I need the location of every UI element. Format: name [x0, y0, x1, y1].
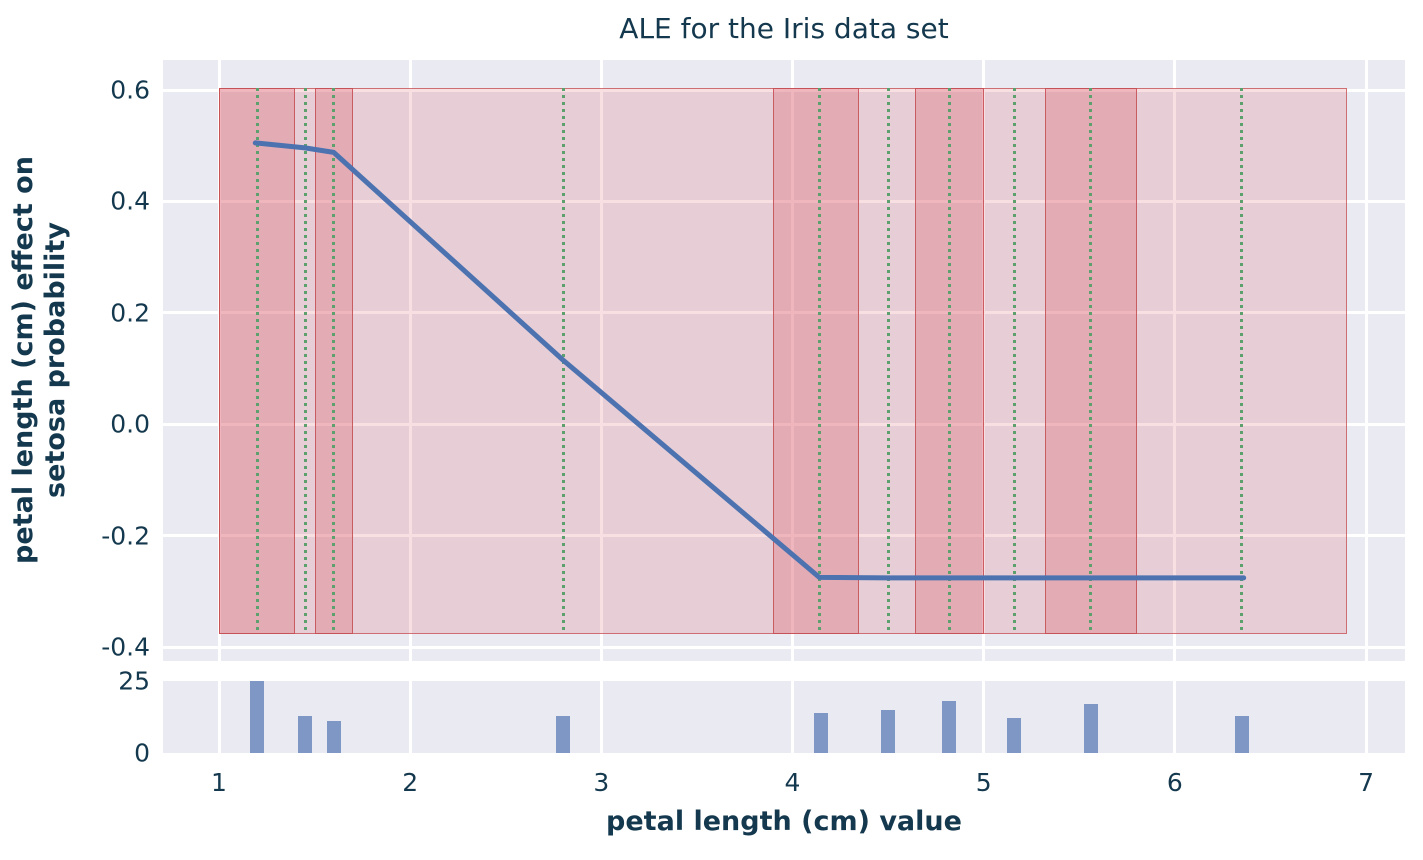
hist-y-tick-label: 25 — [118, 666, 150, 696]
histogram-bar — [250, 681, 265, 753]
hist-y-tick-label: 0 — [134, 738, 150, 768]
x-gridline — [1364, 681, 1368, 753]
y-gridline — [163, 422, 1405, 426]
quantile-line — [303, 88, 307, 635]
x-gridline — [408, 60, 412, 661]
histogram-bar — [326, 721, 341, 753]
y-axis-label-line2: setosa probability — [40, 222, 71, 498]
main-plot-area — [163, 60, 1405, 661]
ale-band-dark — [773, 88, 860, 635]
x-gridline — [1364, 60, 1368, 661]
x-gridline — [982, 681, 986, 753]
x-gridline — [599, 681, 603, 753]
x-tick-label: 6 — [1166, 768, 1183, 797]
y-gridline — [163, 199, 1405, 203]
x-tick-label: 7 — [1358, 768, 1374, 797]
x-tick-label: 2 — [402, 768, 419, 797]
y-tick-label: 0.6 — [110, 75, 150, 105]
histogram-bar — [942, 701, 957, 753]
quantile-line — [1240, 88, 1244, 635]
histogram-bar — [1234, 715, 1249, 753]
y-gridline — [163, 645, 1405, 649]
x-tick-label: 4 — [784, 768, 801, 797]
histogram-plot-area — [163, 681, 1405, 753]
ale-band-light — [219, 88, 1347, 635]
histogram-bar — [297, 715, 313, 753]
x-tick-label: 1 — [211, 768, 227, 797]
histogram-bar — [880, 709, 896, 753]
x-gridline — [1173, 681, 1177, 753]
x-gridline — [217, 681, 221, 753]
histogram-bar — [814, 712, 829, 753]
x-gridline — [1173, 60, 1177, 661]
x-gridline — [408, 681, 412, 753]
y-gridline — [163, 534, 1405, 538]
quantile-line — [1089, 88, 1093, 635]
histogram-bar — [1083, 704, 1098, 753]
y-gridline — [163, 88, 1405, 92]
quantile-line — [1012, 88, 1016, 635]
y-tick-label: 0.4 — [110, 186, 150, 216]
y-axis-label: petal length (cm) effect on setosa proba… — [8, 50, 72, 670]
x-gridline — [982, 60, 986, 661]
x-tick-label: 3 — [593, 768, 610, 797]
ale-line — [252, 140, 1247, 581]
y-tick-label: -0.2 — [101, 521, 150, 551]
y-axis-label-line1: petal length (cm) effect on — [8, 156, 39, 564]
y-tick-label: 0.0 — [110, 409, 150, 439]
quantile-line — [817, 88, 821, 635]
x-gridline — [791, 60, 794, 661]
x-axis-label: petal length (cm) value — [606, 806, 962, 837]
chart-title: ALE for the Iris data set — [619, 12, 949, 45]
histogram-bar — [1007, 718, 1022, 753]
x-gridline — [791, 681, 794, 753]
histogram-bar — [555, 715, 571, 753]
y-tick-label: 0.2 — [110, 298, 150, 328]
x-tick-label: 5 — [975, 768, 992, 797]
quantile-line — [947, 88, 951, 635]
quantile-line — [332, 88, 336, 635]
quantile-line — [255, 88, 259, 635]
x-gridline — [599, 60, 603, 661]
quantile-line — [886, 88, 890, 635]
y-gridline — [163, 311, 1405, 315]
y-tick-label: -0.4 — [101, 632, 150, 662]
